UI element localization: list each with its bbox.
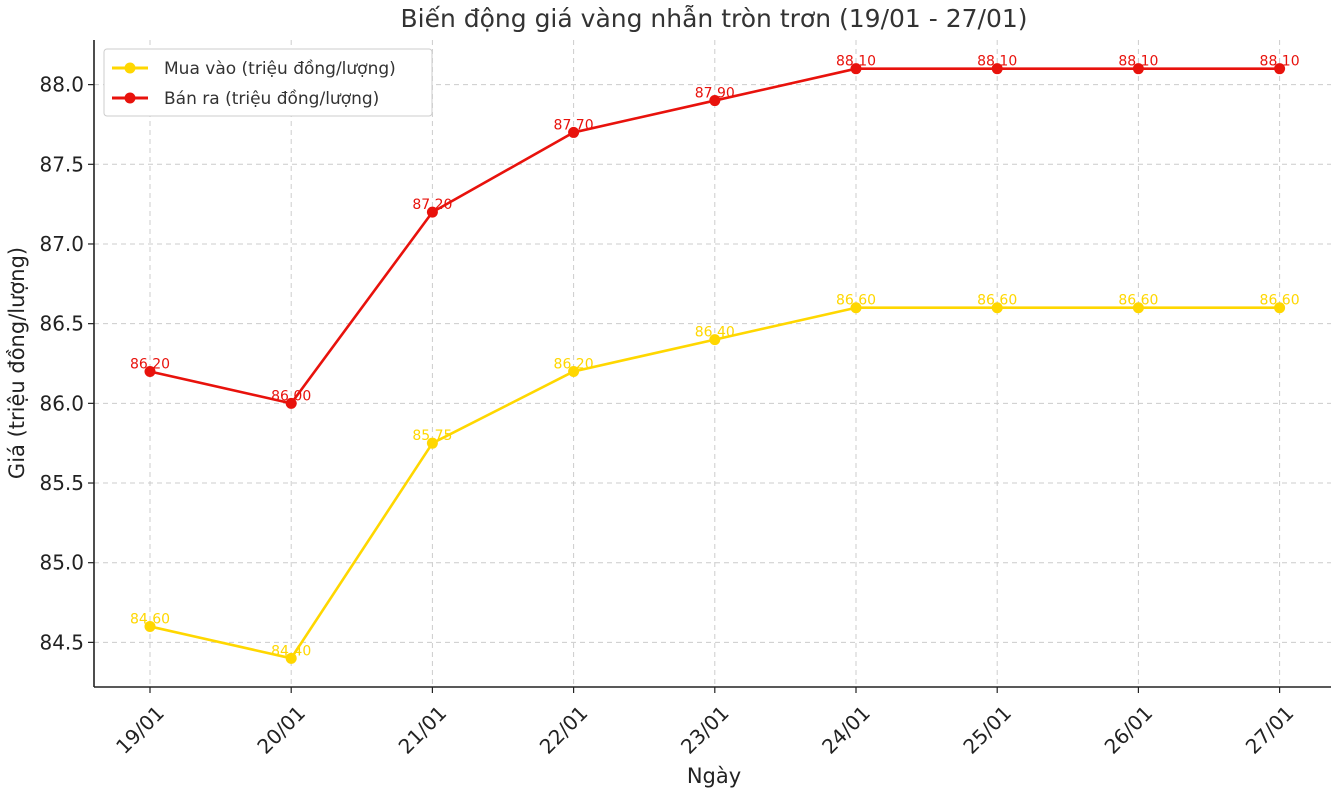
y-tick-label: 88.0 <box>39 73 84 97</box>
x-tick-label: 19/01 <box>111 701 169 759</box>
y-tick-label: 85.5 <box>39 471 84 495</box>
legend: Mua vào (triệu đồng/lượng) Bán ra (triệu… <box>103 48 433 117</box>
x-tick-label: 26/01 <box>1100 701 1158 759</box>
x-axis-label: Ngày <box>687 764 741 788</box>
chart-title: Biến động giá vàng nhẫn tròn trơn (19/01… <box>400 4 1027 33</box>
series-line-1 <box>149 67 1280 405</box>
data-point <box>568 126 580 138</box>
data-point <box>426 437 438 449</box>
data-point <box>991 302 1003 314</box>
series-layer <box>144 63 1286 664</box>
y-ticks: 84.5 85.0 85.5 86.0 86.5 87.0 87.5 88.0 <box>39 73 94 654</box>
y-axis-label: Giá (triệu đồng/lượng) <box>5 247 29 479</box>
data-point <box>285 397 297 409</box>
x-tick-label: 27/01 <box>1241 701 1299 759</box>
data-label: 84.60 <box>130 611 170 627</box>
legend-box <box>103 48 433 117</box>
data-point <box>1132 63 1144 75</box>
data-point <box>144 620 156 632</box>
x-tick-label: 24/01 <box>817 701 875 759</box>
data-label: 87.20 <box>412 197 452 213</box>
data-point <box>426 206 438 218</box>
data-label: 88.10 <box>1118 54 1158 70</box>
data-point <box>850 302 862 314</box>
data-label: 85.75 <box>412 428 452 444</box>
legend-marker-sell <box>124 92 136 104</box>
x-tick-label: 23/01 <box>676 701 734 759</box>
data-label: 84.40 <box>271 643 311 659</box>
axes <box>93 40 1331 688</box>
data-label: 88.10 <box>836 54 876 70</box>
data-labels: 84.60 84.40 85.75 86.20 86.40 86.60 86.60 86.60… <box>130 54 1300 660</box>
data-label: 86.60 <box>977 293 1017 309</box>
legend-label-sell: Bán ra (triệu đồng/lượng) <box>164 88 379 109</box>
data-label: 87.90 <box>695 86 735 102</box>
grid <box>94 40 1331 687</box>
data-label: 86.40 <box>695 325 735 341</box>
x-tick-label: 22/01 <box>535 701 593 759</box>
x-tick-label: 20/01 <box>252 701 310 759</box>
data-point <box>709 95 721 107</box>
data-point <box>285 652 297 664</box>
data-label: 86.20 <box>130 356 170 372</box>
data-label: 86.60 <box>1260 293 1300 309</box>
data-point <box>850 63 862 75</box>
data-label: 88.10 <box>977 54 1017 70</box>
data-label: 86.60 <box>1118 293 1158 309</box>
y-tick-label: 87.0 <box>39 232 84 256</box>
x-tick-label: 21/01 <box>394 701 452 759</box>
data-label: 86.00 <box>271 388 311 404</box>
y-tick-label: 85.0 <box>39 551 84 575</box>
y-tick-label: 86.0 <box>39 391 84 415</box>
data-point <box>991 63 1003 75</box>
data-label: 88.10 <box>1260 54 1300 70</box>
data-point <box>1274 302 1286 314</box>
x-tick-label: 25/01 <box>958 701 1016 759</box>
y-tick-label: 87.5 <box>39 152 84 176</box>
data-label: 86.20 <box>554 356 594 372</box>
data-label: 87.70 <box>554 117 594 133</box>
data-point <box>1274 63 1286 75</box>
y-tick-label: 86.5 <box>39 312 84 336</box>
x-ticks: 19/01 20/01 21/01 22/01 23/01 24/01 25/01 26/01… <box>111 687 1298 759</box>
legend-marker-buy <box>124 62 136 74</box>
data-label: 86.60 <box>836 293 876 309</box>
data-point <box>709 334 721 346</box>
data-point <box>568 365 580 377</box>
legend-label-buy: Mua vào (triệu đồng/lượng) <box>164 58 396 79</box>
data-point <box>144 365 156 377</box>
y-tick-label: 84.5 <box>39 630 84 654</box>
data-point <box>1132 302 1144 314</box>
